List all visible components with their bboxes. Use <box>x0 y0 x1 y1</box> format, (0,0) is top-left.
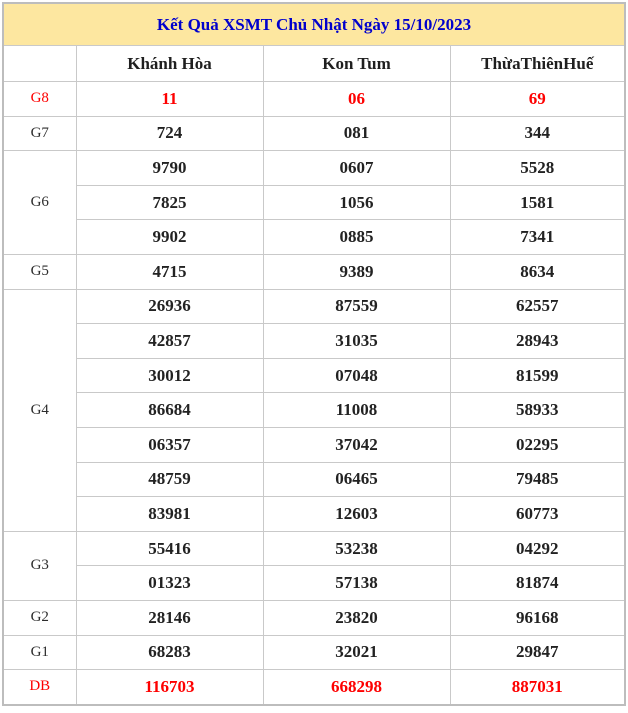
result-cell: 7825 <box>75 184 264 221</box>
prize-label-g6: G6 <box>2 150 77 255</box>
result-cell: 23820 <box>262 599 451 636</box>
result-cell: 01323 <box>75 565 264 601</box>
result-cell: 12603 <box>262 496 451 532</box>
result-row: 01323 57138 81874 <box>3 565 626 601</box>
result-row: 06357 37042 02295 <box>3 426 626 463</box>
result-cell: 26936 <box>75 288 264 325</box>
result-cell: 07048 <box>262 357 451 394</box>
result-cell: 5528 <box>449 150 626 186</box>
result-cell: 11 <box>75 81 264 117</box>
result-cell: 0885 <box>262 219 451 255</box>
result-cell: 4715 <box>75 253 264 290</box>
result-cell: 8634 <box>449 253 626 290</box>
column-header-khanh-hoa: Khánh Hòa <box>75 45 264 82</box>
result-cell: 48759 <box>75 461 264 498</box>
result-cell: 57138 <box>262 565 451 601</box>
prize-label-g5: G5 <box>2 253 77 290</box>
result-row: 83981 12603 60773 <box>3 496 626 532</box>
result-cell: 02295 <box>449 426 626 463</box>
result-cell: 32021 <box>262 634 451 671</box>
result-cell: 06465 <box>262 461 451 498</box>
header-row: Khánh Hòa Kon Tum ThừaThiênHuế <box>2 45 626 82</box>
result-cell: 9790 <box>75 150 264 186</box>
result-row: 7825 1056 1581 <box>3 184 626 221</box>
page-title: Kết Quả XSMT Chủ Nhật Ngày 15/10/2023 <box>2 2 626 46</box>
result-cell: 28943 <box>449 323 626 359</box>
result-cell: 1581 <box>449 184 626 221</box>
result-cell: 69 <box>449 81 626 117</box>
result-row: G3 55416 53238 04292 <box>2 530 626 601</box>
result-row: G5 4715 9389 8634 <box>2 253 626 290</box>
result-cell: 06357 <box>75 426 264 463</box>
prize-label-g1: G1 <box>2 634 77 671</box>
result-cell: 30012 <box>75 357 264 394</box>
result-cell: 81599 <box>449 357 626 394</box>
result-cell: 06 <box>262 81 451 117</box>
result-row: G6 9790 0607 5528 <box>2 150 626 255</box>
prize-label-g2: G2 <box>2 599 77 636</box>
title-row: Kết Quả XSMT Chủ Nhật Ngày 15/10/2023 <box>2 2 626 46</box>
result-cell: 81874 <box>449 565 626 601</box>
result-cell: 887031 <box>449 669 626 706</box>
corner-cell <box>2 45 77 82</box>
result-cell: 29847 <box>449 634 626 671</box>
prize-label-g4: G4 <box>2 288 77 532</box>
prize-label-db: DB <box>2 669 77 706</box>
result-row: DB 116703 668298 887031 <box>2 669 626 706</box>
result-cell: 55416 <box>75 530 264 567</box>
result-row: G4 26936 87559 62557 <box>2 288 626 532</box>
result-cell: 60773 <box>449 496 626 532</box>
prize-label-g3: G3 <box>2 530 77 601</box>
result-cell: 37042 <box>262 426 451 463</box>
result-cell: 9389 <box>262 253 451 290</box>
result-cell: 87559 <box>262 288 451 325</box>
result-row: G8 11 06 69 <box>2 81 626 117</box>
result-row: G1 68283 32021 29847 <box>2 634 626 671</box>
result-row: 42857 31035 28943 <box>3 323 626 359</box>
result-row: G7 724 081 344 <box>2 115 626 152</box>
result-cell: 96168 <box>449 599 626 636</box>
result-cell: 9902 <box>75 219 264 255</box>
result-cell: 58933 <box>449 392 626 428</box>
result-cell: 31035 <box>262 323 451 359</box>
result-cell: 68283 <box>75 634 264 671</box>
result-cell: 7341 <box>449 219 626 255</box>
result-row: 48759 06465 79485 <box>3 461 626 498</box>
column-header-kon-tum: Kon Tum <box>262 45 451 82</box>
result-cell: 0607 <box>262 150 451 186</box>
result-cell: 1056 <box>262 184 451 221</box>
result-cell: 04292 <box>449 530 626 567</box>
result-cell: 11008 <box>262 392 451 428</box>
result-cell: 724 <box>75 115 264 152</box>
result-cell: 53238 <box>262 530 451 567</box>
result-cell: 83981 <box>75 496 264 532</box>
result-cell: 28146 <box>75 599 264 636</box>
result-row: 86684 11008 58933 <box>3 392 626 428</box>
result-row: 30012 07048 81599 <box>3 357 626 394</box>
result-row: 9902 0885 7341 <box>3 219 626 255</box>
result-cell: 62557 <box>449 288 626 325</box>
result-cell: 116703 <box>75 669 264 706</box>
result-cell: 79485 <box>449 461 626 498</box>
result-cell: 86684 <box>75 392 264 428</box>
result-cell: 344 <box>449 115 626 152</box>
column-header-thua-thien-hue: ThừaThiênHuế <box>449 45 626 82</box>
result-cell: 42857 <box>75 323 264 359</box>
result-cell: 668298 <box>262 669 451 706</box>
prize-label-g7: G7 <box>2 115 77 152</box>
prize-label-g8: G8 <box>2 81 77 117</box>
result-row: G2 28146 23820 96168 <box>2 599 626 636</box>
result-cell: 081 <box>262 115 451 152</box>
